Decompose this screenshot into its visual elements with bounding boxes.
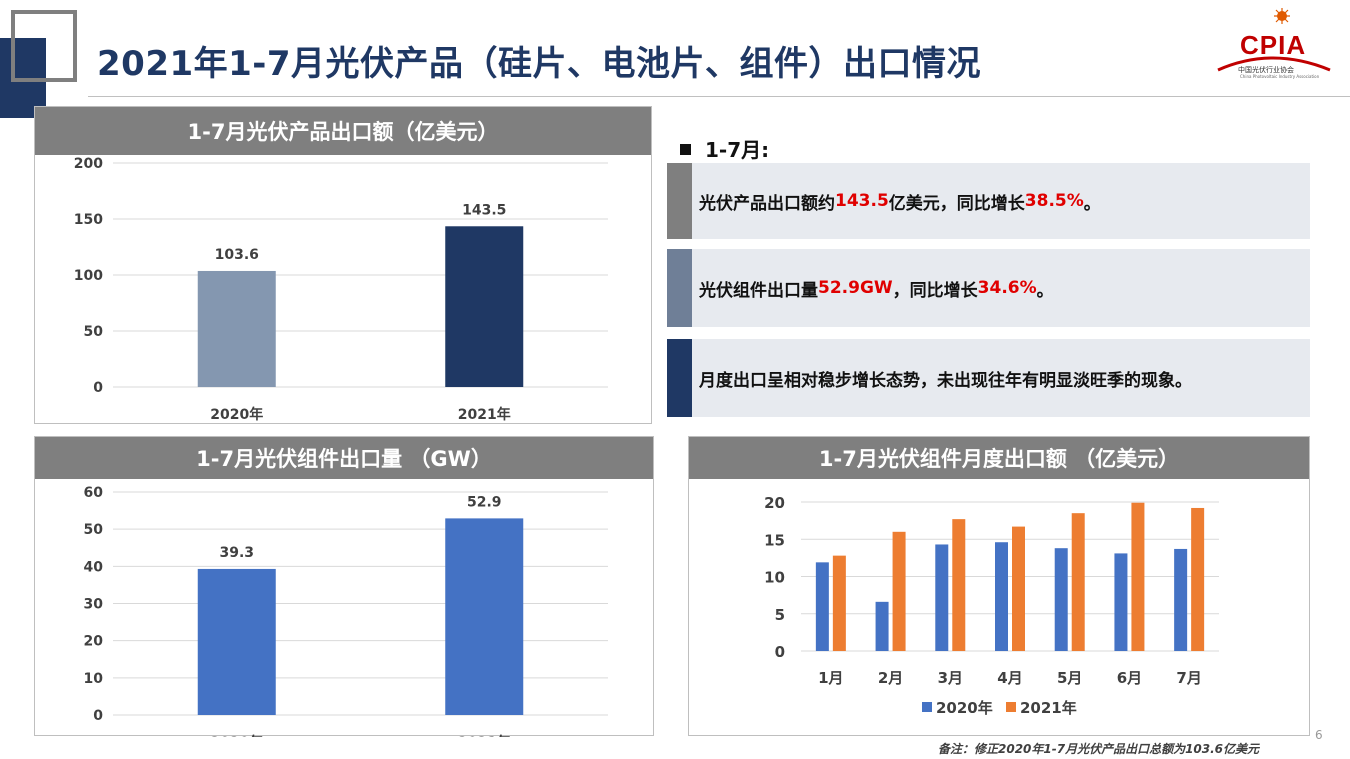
page-number: 6 bbox=[1315, 728, 1323, 742]
data-label: 39.3 bbox=[219, 545, 254, 561]
bar-2021年 bbox=[952, 519, 966, 651]
y-tick-label: 10 bbox=[84, 671, 104, 687]
module-volume-chart: 0 10 20 30 40 50 60 39.3 2020年 52.9 2021年 bbox=[84, 485, 608, 737]
x-tick-label: 7月 bbox=[1176, 669, 1201, 687]
x-tick-label: 2020年 bbox=[210, 734, 263, 737]
bar-2021年 bbox=[1131, 502, 1145, 651]
bar-2020年 bbox=[815, 562, 829, 651]
module-volume-header: 1-7月光伏组件出口量 （GW） bbox=[35, 437, 653, 479]
x-tick-label: 1月 bbox=[818, 669, 843, 687]
x-tick-label: 6月 bbox=[1117, 669, 1142, 687]
y-tick-label: 0 bbox=[775, 643, 785, 661]
legend-label: 2021年 bbox=[1020, 699, 1077, 717]
y-tick-label: 15 bbox=[764, 531, 785, 549]
logo-subtitle-en: China Photovoltaic Industry Association bbox=[1240, 74, 1320, 79]
bar-2020年 bbox=[1114, 553, 1128, 651]
data-label: 52.9 bbox=[467, 494, 502, 510]
y-tick-label: 5 bbox=[775, 606, 785, 624]
y-tick-label: 100 bbox=[74, 268, 103, 284]
summary-box-export-value: 光伏产品出口额约 143.5 亿美元，同比增长 38.5%。 bbox=[667, 163, 1310, 239]
y-tick-label: 50 bbox=[84, 324, 104, 340]
y-tick-label: 150 bbox=[74, 212, 103, 228]
y-tick-label: 10 bbox=[764, 569, 785, 587]
footnote: 备注：修正2020年1-7月光伏产品出口总额为103.6亿美元 bbox=[938, 742, 1260, 756]
summary-box-accent bbox=[667, 163, 692, 239]
summary-text-module-volume: 光伏组件出口量 52.9GW ，同比增长 34.6%。 bbox=[699, 249, 1054, 327]
summary-box-accent bbox=[667, 249, 692, 327]
header-accent-frame bbox=[11, 10, 77, 82]
bar bbox=[445, 226, 524, 387]
summary-text-part: 。 bbox=[1083, 193, 1101, 214]
summary-box-accent bbox=[667, 339, 692, 417]
y-tick-label: 20 bbox=[84, 634, 104, 650]
x-tick-label: 3月 bbox=[938, 669, 963, 687]
summary-text-part: 光伏产品出口额约 bbox=[699, 193, 835, 214]
bar-2020年 bbox=[995, 542, 1008, 651]
x-tick-label: 2021年 bbox=[458, 734, 511, 737]
title-divider bbox=[88, 96, 1350, 97]
y-tick-label: 50 bbox=[84, 522, 104, 538]
bar bbox=[197, 568, 276, 715]
bar-2021年 bbox=[1071, 513, 1085, 651]
y-tick-label: 30 bbox=[84, 597, 104, 613]
legend-swatch bbox=[1006, 702, 1016, 712]
summary-text-part: ，同比增长 bbox=[892, 280, 978, 301]
bar-2020年 bbox=[1054, 548, 1068, 651]
legend-label: 2020年 bbox=[936, 699, 993, 717]
monthly-module-header: 1-7月光伏组件月度出口额 （亿美元） bbox=[689, 437, 1309, 479]
data-label: 143.5 bbox=[462, 202, 506, 218]
logo-arc-icon bbox=[1217, 8, 1331, 72]
bar-2021年 bbox=[832, 555, 846, 651]
bar bbox=[445, 518, 524, 715]
highlight-value: 143.5 bbox=[835, 191, 889, 211]
x-tick-label: 2021年 bbox=[458, 406, 511, 423]
square-bullet-icon bbox=[680, 144, 691, 155]
export-value-chart: 0 50 100 150 200 103.6 2020年 143.5 2021年 bbox=[74, 156, 608, 423]
bar-2021年 bbox=[1012, 526, 1025, 651]
legend-swatch bbox=[922, 702, 932, 712]
summary-text-export-value: 光伏产品出口额约 143.5 亿美元，同比增长 38.5%。 bbox=[699, 163, 1101, 239]
y-tick-label: 60 bbox=[84, 485, 104, 501]
summary-text-part: 亿美元，同比增长 bbox=[888, 193, 1025, 214]
module-volume-panel: 1-7月光伏组件出口量 （GW） 0 10 20 30 40 50 60 39.3 2020年 5… bbox=[34, 436, 654, 737]
highlight-value: 34.6% bbox=[977, 278, 1037, 298]
summary-box-monthly-trend: 月度出口呈相对稳步增长态势，未出现往年有明显淡旺季的现象。 bbox=[667, 339, 1310, 417]
x-tick-label: 2月 bbox=[878, 669, 903, 687]
cpia-logo: CPIA 中国光伏行业协会 China Photovoltaic Industr… bbox=[1210, 8, 1335, 80]
summary-text-part: 光伏组件出口量 bbox=[699, 280, 818, 301]
highlight-value: 38.5% bbox=[1024, 191, 1084, 211]
x-tick-label: 4月 bbox=[997, 669, 1022, 687]
data-label: 103.6 bbox=[215, 247, 259, 263]
summary-box-module-volume: 光伏组件出口量 52.9GW ，同比增长 34.6%。 bbox=[667, 249, 1310, 327]
summary-text-monthly-trend: 月度出口呈相对稳步增长态势，未出现往年有明显淡旺季的现象。 bbox=[699, 370, 1192, 391]
highlight-value: 52.9GW bbox=[818, 278, 893, 298]
bar-2021年 bbox=[892, 531, 906, 651]
bar bbox=[197, 270, 276, 387]
page-title: 2021年1-7月光伏产品（硅片、电池片、组件）出口情况 bbox=[97, 44, 982, 84]
export-value-header: 1-7月光伏产品出口额（亿美元） bbox=[35, 107, 651, 155]
monthly-module-chart: 0 5 10 15 20 1月 2月 3月 4月 5月 6月 7月 2020年 2021年 bbox=[764, 494, 1219, 717]
x-tick-label: 2020年 bbox=[210, 406, 263, 423]
bar-2020年 bbox=[935, 544, 949, 651]
bar-2020年 bbox=[875, 601, 889, 651]
y-tick-label: 20 bbox=[764, 494, 785, 512]
logo-subtitle: 中国光伏行业协会 bbox=[1238, 66, 1294, 74]
export-value-panel: 1-7月光伏产品出口额（亿美元） 0 50 100 150 200 103.6 2020年 1… bbox=[34, 106, 652, 424]
x-tick-label: 5月 bbox=[1057, 669, 1082, 687]
y-tick-label: 0 bbox=[93, 708, 103, 724]
monthly-module-panel: 1-7月光伏组件月度出口额 （亿美元） 0 5 10 15 20 1月 2月 3月 4月 5月 6月… bbox=[688, 436, 1310, 736]
y-tick-label: 200 bbox=[74, 156, 103, 172]
y-tick-label: 0 bbox=[93, 380, 103, 396]
y-tick-label: 40 bbox=[84, 559, 104, 575]
summary-label-text: 1-7月: bbox=[705, 138, 770, 162]
bar-2020年 bbox=[1174, 548, 1188, 651]
summary-text-part: 。 bbox=[1036, 280, 1054, 301]
logo-wordmark: CPIA bbox=[1240, 30, 1307, 60]
bar-2021年 bbox=[1191, 507, 1205, 651]
summary-label: 1-7月: bbox=[680, 134, 769, 163]
